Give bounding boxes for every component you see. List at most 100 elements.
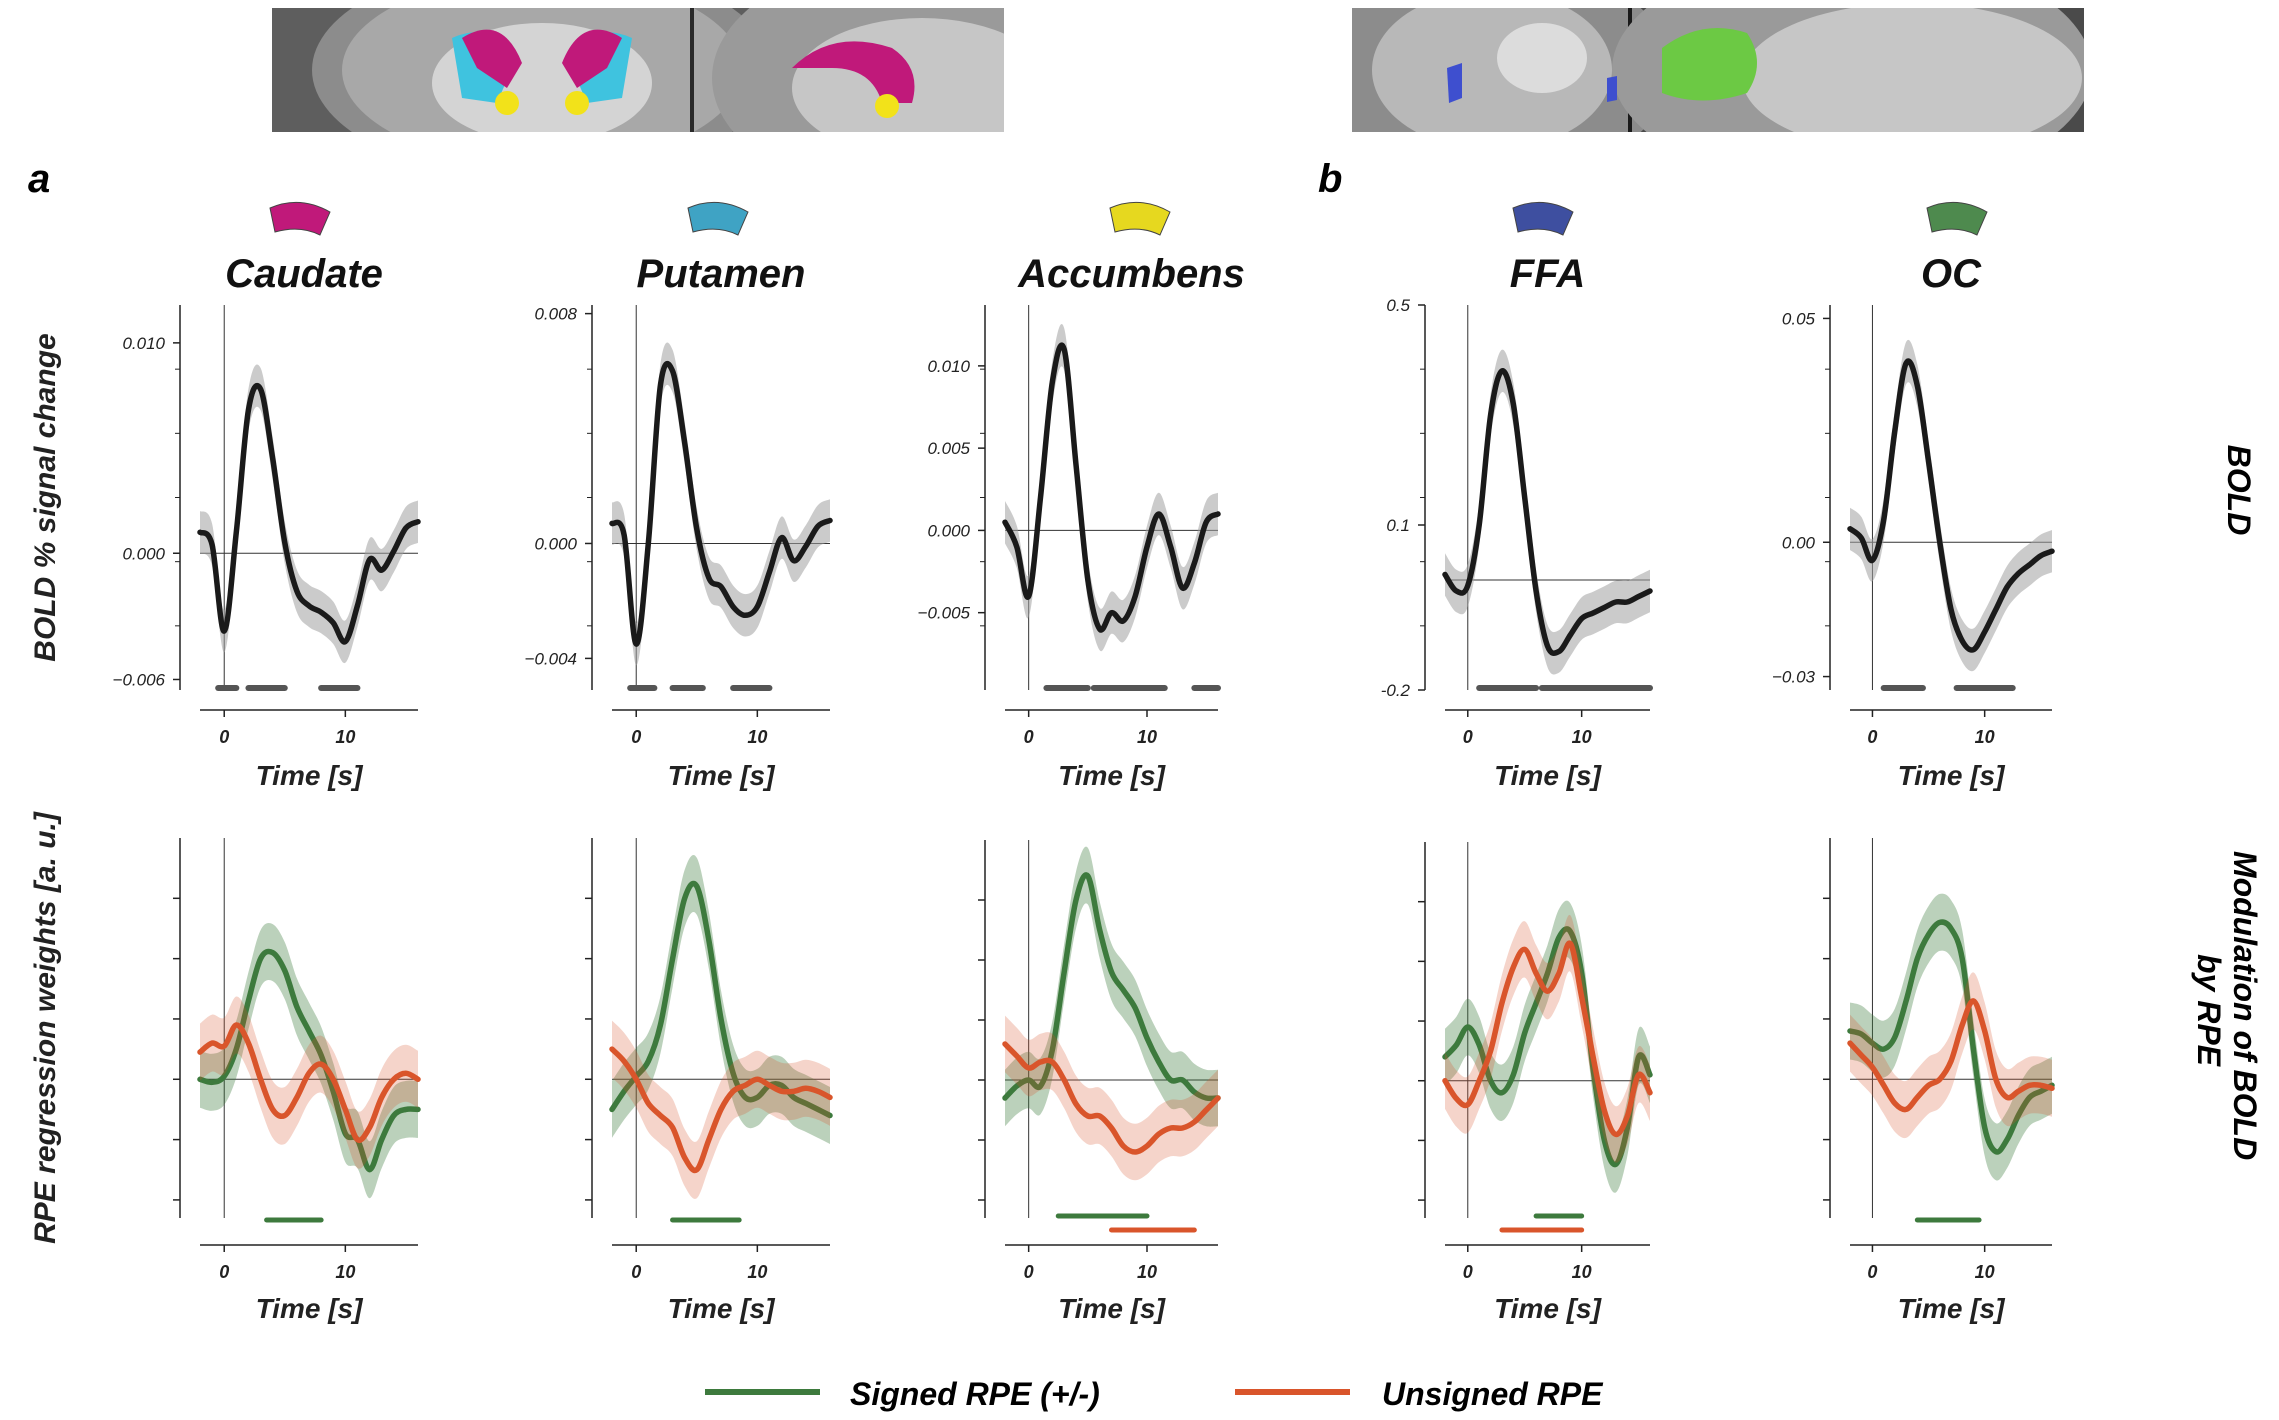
chart-ffa-rpe: 0 10 Time [s] (1418, 842, 1653, 1324)
x-axis-label: Time [s] (256, 760, 365, 791)
chart-title-accumbens: Accumbens (1017, 252, 1245, 296)
chart-accumbens-rpe: 0 10 Time [s] (978, 840, 1221, 1324)
ci-band-bold (1850, 339, 2052, 672)
x-tick-label: 0 (1463, 1262, 1473, 1282)
x-axis-label: Time [s] (1898, 760, 2007, 791)
chart-oc-bold: OC −0.03 0.00 0.05 0 10 Time [s] (1772, 201, 2055, 791)
roi-accumbens-icon (1109, 201, 1171, 236)
chart-ffa-bold: FFA -0.2 0.1 0.5 0 10 Time [s] (1381, 201, 1653, 791)
series-line-signed (1002, 872, 1221, 1102)
x-axis-label: Time [s] (1494, 760, 1603, 791)
x-tick-label: 0 (631, 1262, 641, 1282)
series-line-signed (1442, 926, 1653, 1168)
y-tick-label: 0.010 (927, 357, 970, 376)
y-axis-label: RPE regression weights [a. u.] (29, 811, 62, 1244)
chart-putamen-rpe: 0 10 Time [s] (585, 838, 833, 1324)
series-line-bold (1847, 358, 2055, 653)
x-tick-label: 10 (1137, 727, 1157, 747)
x-tick-label: 10 (1975, 1262, 1995, 1282)
row-label-modulation-line2: by RPE (2191, 954, 2227, 1068)
chart-accumbens-bold: Accumbens −0.005 0.000 0.005 0.010 0 10 Time [s… (918, 201, 1245, 791)
x-tick-label: 0 (1463, 727, 1473, 747)
x-axis-label: Time [s] (1058, 760, 1167, 791)
ci-band-unsigned (1005, 1015, 1218, 1181)
y-tick-label: 0.1 (1386, 516, 1410, 535)
ci-band-bold (612, 342, 830, 666)
series-line-unsigned (1002, 1041, 1221, 1155)
legend-signed-label: Signed RPE (+/-) (850, 1376, 1100, 1412)
chart-title-caudate: Caudate (225, 252, 383, 296)
x-tick-label: 0 (1867, 1262, 1877, 1282)
visual-rois-image (1352, 8, 2084, 132)
ci-band-bold (1445, 349, 1650, 675)
roi-caudate-icon (269, 201, 331, 236)
series-line-bold (197, 382, 421, 645)
brain-slices-striatum (272, 8, 1004, 132)
chart-title-putamen: Putamen (637, 252, 806, 296)
series-line-signed (1847, 919, 2055, 1155)
x-tick-label: 10 (1572, 727, 1592, 747)
roi-oc-icon (1926, 201, 1988, 236)
legend: Signed RPE (+/-) Unsigned RPE (705, 1376, 1604, 1412)
row-label-modulation-line1: Modulation of BOLD (2227, 851, 2263, 1160)
x-axis-label: Time [s] (256, 1293, 365, 1324)
ci-band-unsigned (200, 996, 418, 1169)
x-tick-label: 10 (1572, 1262, 1592, 1282)
x-tick-label: 10 (1975, 727, 1995, 747)
series-line-unsigned (1847, 998, 2055, 1113)
y-tick-label: 0.010 (122, 334, 165, 353)
x-tick-label: 0 (219, 1262, 229, 1282)
series-line-bold (1002, 342, 1221, 633)
x-tick-label: 0 (1024, 1262, 1034, 1282)
legend-unsigned-label: Unsigned RPE (1382, 1376, 1604, 1412)
y-tick-label: −0.006 (113, 670, 166, 689)
x-tick-label: 10 (335, 1262, 355, 1282)
row-label-modulation: Modulation of BOLD by RPE (2191, 851, 2263, 1169)
x-tick-label: 0 (1867, 727, 1877, 747)
y-tick-label: −0.005 (918, 604, 971, 623)
panel-label-b: b (1318, 157, 1342, 201)
x-tick-label: 10 (747, 1262, 767, 1282)
ci-band-unsigned (1445, 914, 1650, 1163)
y-tick-label: 0.000 (534, 534, 577, 553)
y-tick-label: -0.2 (1381, 681, 1411, 700)
chart-putamen-bold: Putamen −0.004 0.000 0.008 0 10 Time [s] (525, 201, 833, 791)
y-tick-label: 0.000 (927, 521, 970, 540)
y-tick-label: 0.5 (1386, 296, 1410, 315)
series-line-bold (1442, 368, 1653, 656)
y-axis-label: BOLD % signal change (29, 333, 62, 661)
y-tick-label: 0.000 (122, 544, 165, 563)
y-tick-label: 0.008 (534, 305, 577, 324)
ci-band-bold (1005, 323, 1218, 652)
y-tick-label: 0.00 (1782, 533, 1816, 552)
chart-title-oc: OC (1921, 252, 1982, 296)
row-label-bold: BOLD (2221, 445, 2257, 536)
y-tick-label: −0.004 (525, 649, 577, 668)
series-line-bold (609, 361, 833, 647)
x-tick-label: 10 (1137, 1262, 1157, 1282)
chart-caudate-rpe: 0 10 Time [s] RPE regression weights [a. u.… (29, 811, 421, 1324)
x-axis-label: Time [s] (1494, 1293, 1603, 1324)
panel-label-a: a (28, 157, 50, 201)
x-tick-label: 0 (219, 727, 229, 747)
series-line-unsigned (197, 1022, 421, 1143)
x-axis-label: Time [s] (1058, 1293, 1167, 1324)
ci-band-signed (612, 854, 830, 1144)
series-line-unsigned (1442, 940, 1653, 1138)
x-tick-label: 10 (335, 727, 355, 747)
roi-putamen-icon (687, 201, 749, 236)
brain-slices-visual (1352, 8, 2084, 132)
x-axis-label: Time [s] (668, 760, 777, 791)
x-tick-label: 0 (631, 727, 641, 747)
chart-caudate-bold: Caudate −0.006 0.000 0.010 0 10 Time [s] BOLD %… (29, 201, 421, 791)
series-line-unsigned (609, 1046, 833, 1174)
chart-oc-rpe: 0 10 Time [s] (1823, 838, 2055, 1324)
ci-band-signed (1005, 846, 1218, 1127)
x-tick-label: 0 (1024, 727, 1034, 747)
x-axis-label: Time [s] (668, 1293, 777, 1324)
ci-band-signed (1850, 893, 2052, 1181)
x-tick-label: 10 (747, 727, 767, 747)
x-axis-label: Time [s] (1898, 1293, 2007, 1324)
y-tick-label: 0.005 (927, 439, 970, 458)
